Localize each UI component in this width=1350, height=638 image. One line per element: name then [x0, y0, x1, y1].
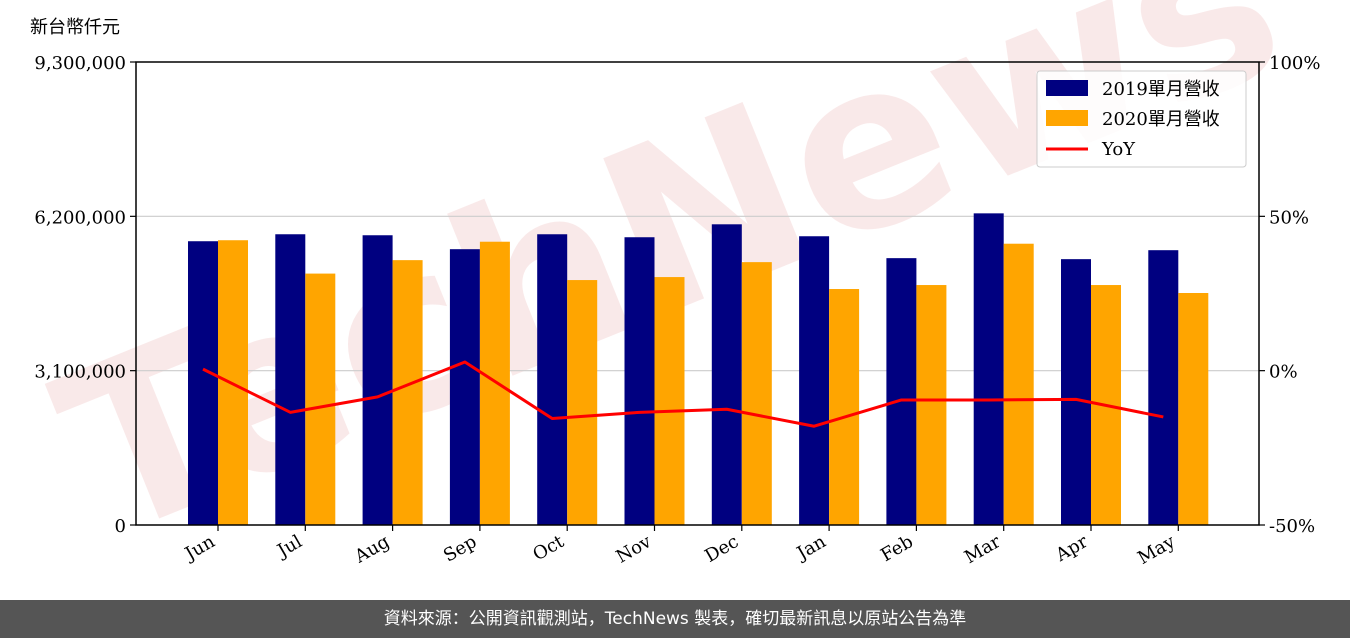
left-tick-label: 3,100,000 — [34, 362, 126, 383]
bar-2019-may — [1148, 250, 1178, 525]
left-tick-label: 9,300,000 — [34, 53, 126, 74]
legend: 2019單月營收 2020單月營收 YoY — [1037, 71, 1246, 167]
bar-2019-apr — [1061, 259, 1091, 525]
bar-2020-oct — [567, 280, 597, 525]
bar-2019-feb — [886, 258, 916, 525]
bar-2020-dec — [742, 262, 772, 525]
x-tick-label-oct: Oct — [529, 531, 568, 566]
bar-2019-aug — [363, 235, 393, 525]
bar-2019-mar — [974, 213, 1004, 525]
legend-label-yoy: YoY — [1101, 139, 1136, 160]
bar-2020-mar — [1004, 244, 1034, 525]
legend-label-2019: 2019單月營收 — [1102, 79, 1220, 100]
legend-swatch-2019 — [1046, 80, 1088, 96]
right-tick-label: 100% — [1269, 53, 1320, 74]
bar-2019-nov — [625, 237, 655, 525]
x-tick-label-mar: Mar — [961, 531, 1005, 568]
x-tick-label-feb: Feb — [877, 531, 917, 566]
x-axis-ticks: Jun Jul Aug Sep Oct Nov Dec Jan Feb Mar Apr May — [180, 525, 1180, 569]
right-tick-label: -50% — [1269, 516, 1315, 537]
x-tick-label-sep: Sep — [440, 531, 480, 566]
x-tick-label-dec: Dec — [701, 531, 742, 567]
x-tick-label-may: May — [1134, 531, 1179, 569]
y-axis-label: 新台幣仟元 — [30, 17, 120, 38]
legend-label-2020: 2020單月營收 — [1102, 109, 1220, 130]
left-tick-label: 6,200,000 — [34, 207, 126, 228]
x-tick-label-jul: Jul — [272, 531, 306, 563]
x-tick-label-nov: Nov — [613, 531, 656, 568]
bar-2020-feb — [916, 285, 946, 525]
x-tick-label-jan: Jan — [792, 531, 830, 565]
bar-2019-oct — [537, 234, 567, 525]
bar-2019-jan — [799, 236, 829, 525]
source-footer: 資料來源：公開資訊觀測站，TechNews 製表，確切最新訊息以原站公告為準 — [0, 600, 1350, 638]
right-tick-label: 0% — [1269, 362, 1298, 383]
legend-swatch-2020 — [1046, 110, 1088, 126]
bar-2019-jul — [275, 234, 305, 525]
bar-2020-aug — [393, 260, 423, 525]
right-tick-label: 50% — [1269, 207, 1309, 228]
bar-2019-dec — [712, 224, 742, 525]
bar-2019-jun — [188, 241, 218, 525]
bar-2020-nov — [655, 277, 685, 525]
bar-2020-may — [1178, 293, 1208, 525]
bar-2020-jan — [829, 289, 859, 525]
bar-2020-sep — [480, 242, 510, 525]
bar-2020-jul — [305, 274, 335, 525]
x-tick-label-apr: Apr — [1051, 531, 1091, 566]
bar-2019-sep — [450, 249, 480, 525]
left-tick-label: 0 — [115, 516, 126, 537]
chart: TechNews 新台幣仟元 03,100,0006,200,0009,300,… — [0, 0, 1350, 600]
x-tick-label-aug: Aug — [350, 531, 393, 568]
